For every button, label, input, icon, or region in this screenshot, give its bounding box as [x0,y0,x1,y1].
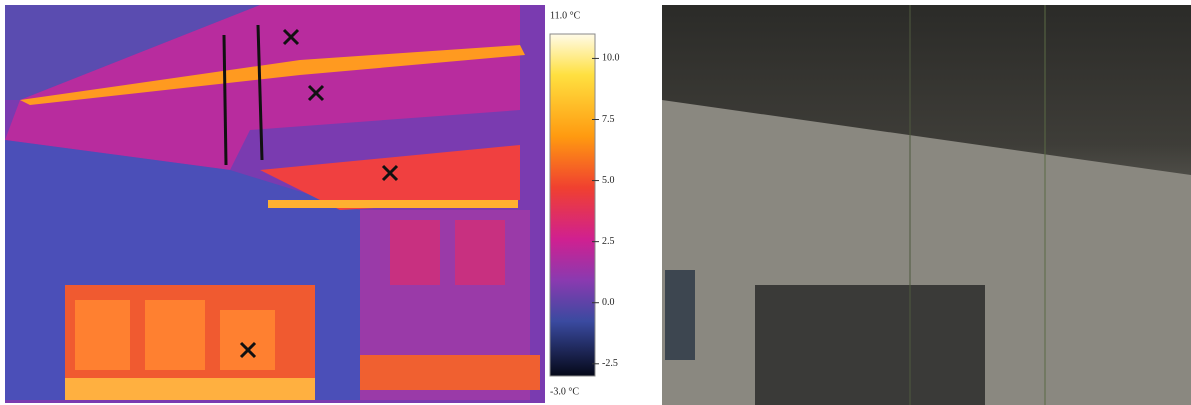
colorbar-gradient [550,34,595,376]
thermal-image [5,5,545,403]
colorbar-tick-label: 5.0 [602,175,615,186]
colorbar-tick-label: -2.5 [602,358,618,369]
colorbar: 11.0 °C -3.0 °C [550,10,595,397]
colorbar-tick-label: 10.0 [602,53,620,64]
visible-photo [662,5,1191,405]
colorbar-min-label: -3.0 °C [550,386,579,397]
colorbar-tick-label: 7.5 [602,114,615,125]
colorbar-max-label: 11.0 °C [550,10,581,21]
colorbar-tick-label: 2.5 [602,236,615,247]
colorbar-tick-label: 0.0 [602,297,615,308]
thermal-comparison: 11.0 °C -3.0 °C 10.0 7.5 5.0 2.5 0.0 -2.5 [0,0,1191,405]
